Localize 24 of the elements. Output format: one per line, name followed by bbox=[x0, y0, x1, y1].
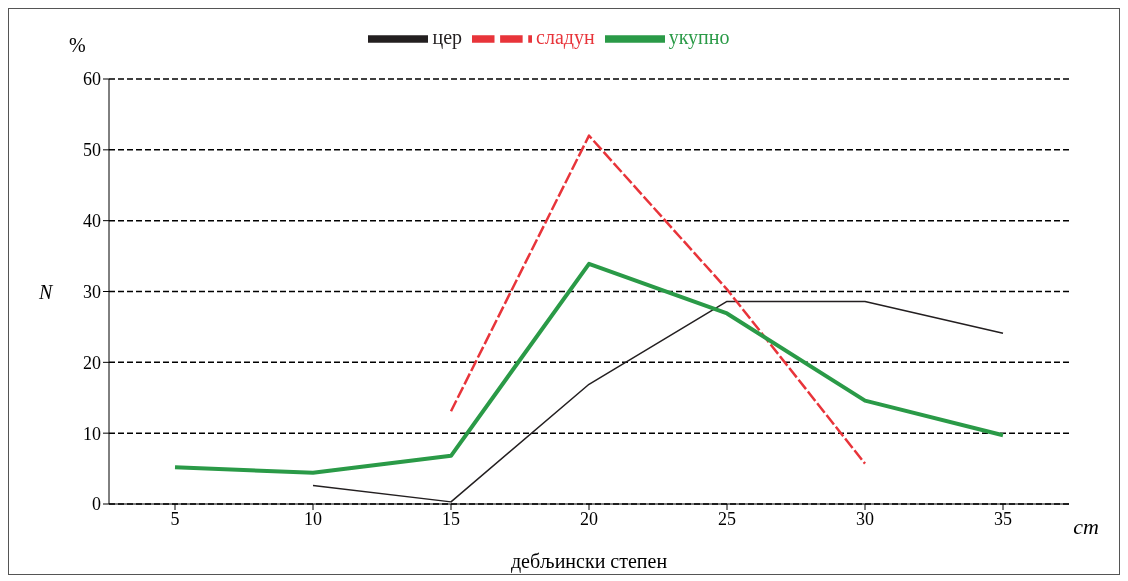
y-tick-label: 0 bbox=[92, 494, 101, 515]
legend-label: цер bbox=[432, 25, 463, 48]
y-tick-label: 40 bbox=[83, 211, 101, 232]
x-axis-title: дебљински степен bbox=[510, 550, 668, 573]
legend-label: сладун bbox=[536, 25, 595, 48]
x-tick-label: 25 bbox=[718, 508, 736, 529]
x-tick-label: 20 bbox=[580, 508, 598, 529]
line-series bbox=[449, 134, 867, 465]
y-tick-label: 20 bbox=[83, 352, 101, 373]
line-series bbox=[173, 261, 1005, 475]
y-tick-label: 50 bbox=[83, 140, 101, 161]
x-tick-label: 5 bbox=[170, 508, 180, 529]
x-tick-label: 15 bbox=[442, 508, 460, 529]
x-tick-label: 35 bbox=[994, 508, 1012, 529]
text: cm bbox=[1073, 514, 1099, 540]
y-tick-label: 30 bbox=[83, 281, 101, 302]
text: % bbox=[69, 34, 86, 57]
line-series bbox=[312, 300, 1004, 503]
y-tick-label: 60 bbox=[83, 69, 101, 90]
legend-label: укупно bbox=[668, 25, 730, 48]
y-axis-title: N bbox=[38, 280, 54, 303]
y-tick-label: 10 bbox=[83, 423, 101, 444]
x-tick-label: 10 bbox=[304, 508, 322, 529]
x-tick-label: 30 bbox=[856, 508, 874, 529]
